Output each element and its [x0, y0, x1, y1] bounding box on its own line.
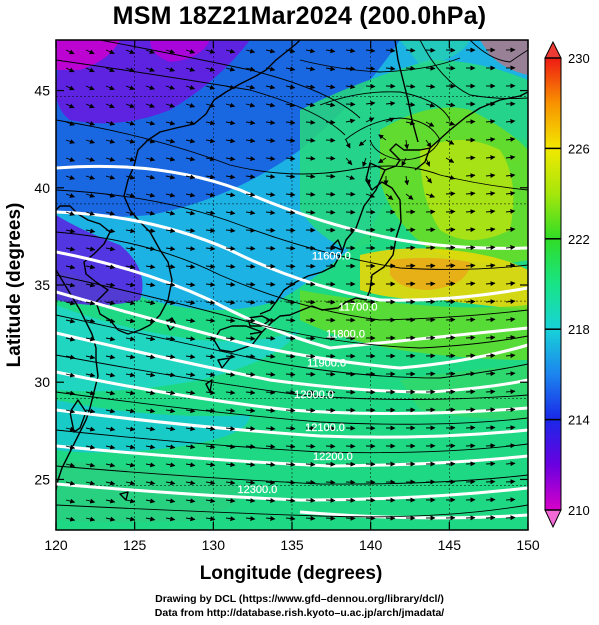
y-axis-ticks: 25 30 35 40 45: [34, 83, 528, 487]
colorbar-max-triangle: [544, 40, 562, 59]
y-tick-label: 45: [34, 83, 50, 99]
x-tick-label: 120: [44, 537, 68, 553]
contour-label: 12100.0: [305, 422, 345, 434]
colorbar-scale: [544, 57, 562, 511]
colorbar: 210 214 218 222 226 230: [544, 40, 590, 529]
contour-labels: 11600.0 11700.0 11800.0 11900.0 12000.0 12100…: [237, 251, 378, 497]
colorbar-tick-label: 210: [568, 503, 590, 518]
contour-label: 11700.0: [339, 301, 378, 313]
temperature-field: [56, 40, 528, 530]
x-axis-label: Longitude (degrees): [200, 563, 383, 584]
colorbar-tick-label: 218: [568, 322, 590, 337]
contour-label: 12000.0: [294, 389, 334, 401]
x-tick-label: 140: [359, 537, 383, 553]
map-title: MSM 18Z21Mar2024 (200.0hPa): [112, 2, 487, 30]
x-axis-ticks: 120 125 130 135 140 145 150: [44, 40, 540, 553]
y-tick-label: 25: [34, 471, 50, 487]
colorbar-tick-label: 214: [568, 413, 590, 428]
y-tick-label: 40: [34, 180, 50, 196]
y-tick-label: 35: [34, 277, 50, 293]
y-tick-label: 30: [34, 374, 50, 390]
x-tick-label: 135: [280, 537, 304, 553]
colorbar-tick-label: 226: [568, 141, 590, 156]
contour-label: 11900.0: [307, 358, 346, 370]
streamlines: [56, 40, 528, 518]
contour-label: 11600.0: [312, 251, 351, 263]
x-tick-label: 125: [123, 537, 147, 553]
x-tick-label: 130: [202, 537, 226, 553]
x-tick-label: 145: [438, 537, 462, 553]
contour-label: 12200.0: [313, 451, 353, 463]
contour-label: 12300.0: [238, 484, 278, 496]
x-tick-label: 150: [516, 537, 540, 553]
wind-vectors: [65, 47, 516, 522]
colorbar-min-triangle: [544, 509, 562, 529]
colorbar-ticks: 210 214 218 222 226 230: [545, 51, 590, 518]
colorbar-tick-label: 222: [568, 232, 590, 247]
credit-data: Data from http://database.rish.kyoto–u.a…: [154, 607, 445, 619]
colorbar-tick-label: 230: [568, 51, 590, 66]
y-axis-label: Latitude (degrees): [4, 203, 25, 368]
contour-label: 11800.0: [326, 329, 365, 341]
credit-drawing: Drawing by DCL (https://www.gfd–dennou.o…: [155, 593, 444, 605]
